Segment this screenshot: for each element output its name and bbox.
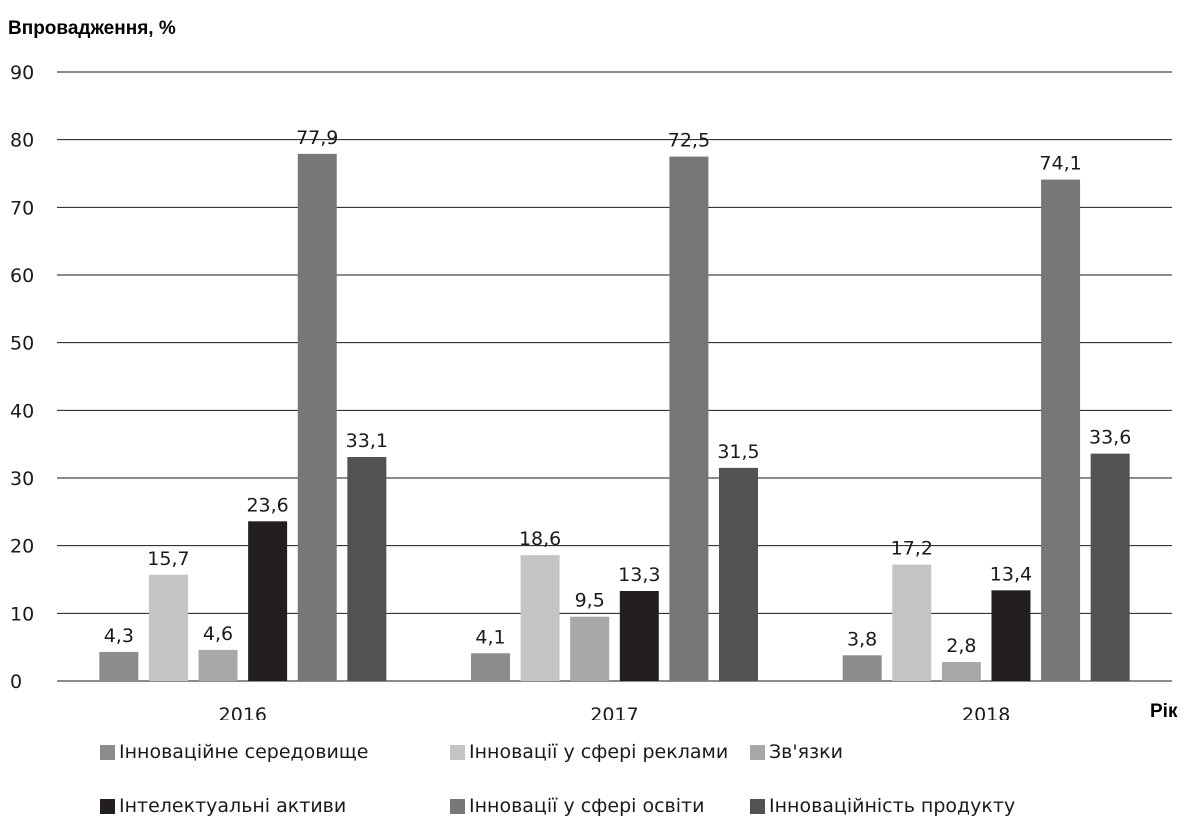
x-tick-label: 2017 [590,704,638,720]
bar [520,555,560,681]
x-axis-title: Рік [1150,701,1178,720]
bar [892,564,932,681]
x-tick-label: 2018 [962,704,1010,720]
data-label: 15,7 [147,548,189,570]
y-tick-label: 10 [10,603,34,625]
y-tick-label: 20 [10,536,34,558]
legend-swatch [750,798,765,814]
data-label: 31,5 [717,441,759,463]
x-tick-label: 2016 [219,704,267,720]
grid-lines [57,71,1172,682]
bar [991,590,1031,681]
data-labels: 4,3 15,7 4,6 23,6 77,9 33,1 4,1 18,6 9,5 13,3 72,5… [104,127,1132,657]
data-label: 23,6 [246,494,288,516]
y-tick-label: 50 [10,333,34,355]
data-label: 33,1 [346,430,388,452]
data-label: 77,9 [296,127,338,149]
legend-item-advertising-innovation: Інновації у сфері реклами [450,741,750,763]
bar [347,457,387,681]
legend-label: Інноваційність продукту [769,795,1016,817]
y-tick-label: 40 [10,400,34,422]
data-label: 2,8 [946,635,976,657]
legend: Інноваційне середовище Інновації у сфері… [100,725,1100,833]
data-label: 18,6 [519,528,561,550]
legend-row: Інноваційне середовище Інновації у сфері… [100,725,1100,779]
data-label: 13,4 [990,563,1032,585]
data-label: 3,8 [847,628,877,650]
legend-item-intellectual-assets: Інтелектуальні активи [100,795,450,817]
bar [669,156,709,682]
bar [148,574,188,681]
legend-label: Інтелектуальні активи [119,795,347,817]
legend-item-product-innovativeness: Інноваційність продукту [750,795,1015,817]
legend-item-innovation-environment: Інноваційне середовище [100,741,450,763]
legend-label: Інновації у сфері реклами [469,741,729,763]
legend-swatch [750,744,765,760]
data-label: 9,5 [575,590,605,612]
y-tick-label: 60 [10,265,34,287]
data-label: 4,3 [104,625,134,647]
data-label: 17,2 [891,538,933,560]
y-tick-label: 0 [10,671,22,693]
y-tick-labels: 0 10 20 30 40 50 60 70 80 90 [10,62,34,693]
legend-label: Зв'язки [769,741,843,763]
bar [198,649,238,681]
data-label: 4,6 [203,623,233,645]
legend-label: Інновації у сфері освіти [469,795,705,817]
bar [570,616,610,681]
bar [941,662,981,681]
legend-swatch [100,744,115,760]
data-label: 13,3 [618,564,660,586]
bar [471,653,510,681]
y-axis-title: Впровадження, % [8,18,176,39]
y-tick-label: 30 [10,468,34,490]
bar [842,655,882,681]
bar [1090,453,1130,681]
data-label: 72,5 [668,130,710,152]
legend-item-education-innovation: Інновації у сфері освіти [450,795,750,817]
legend-swatch [450,744,465,760]
x-tick-labels: 2016 2017 2018 [219,704,1011,720]
legend-swatch [450,798,465,814]
bar [719,467,758,681]
legend-label: Інноваційне середовище [119,741,369,763]
data-label: 74,1 [1039,153,1081,175]
bars [99,153,1130,682]
legend-item-connections: Зв'язки [750,741,843,763]
y-tick-label: 80 [10,130,34,152]
legend-row: Інтелектуальні активи Інновації у сфері … [100,779,1100,833]
bar [248,521,288,681]
bar [99,651,139,681]
bar [297,153,337,682]
legend-swatch [100,798,115,814]
y-tick-label: 70 [10,197,34,219]
bar [1041,179,1081,681]
bar [619,591,659,681]
y-tick-label: 90 [10,62,34,84]
data-label: 33,6 [1089,427,1131,449]
data-label: 4,1 [475,626,505,648]
bar-chart: Впровадження, % 0 10 20 30 40 50 60 70 80 90 4,3 1… [8,18,1178,720]
